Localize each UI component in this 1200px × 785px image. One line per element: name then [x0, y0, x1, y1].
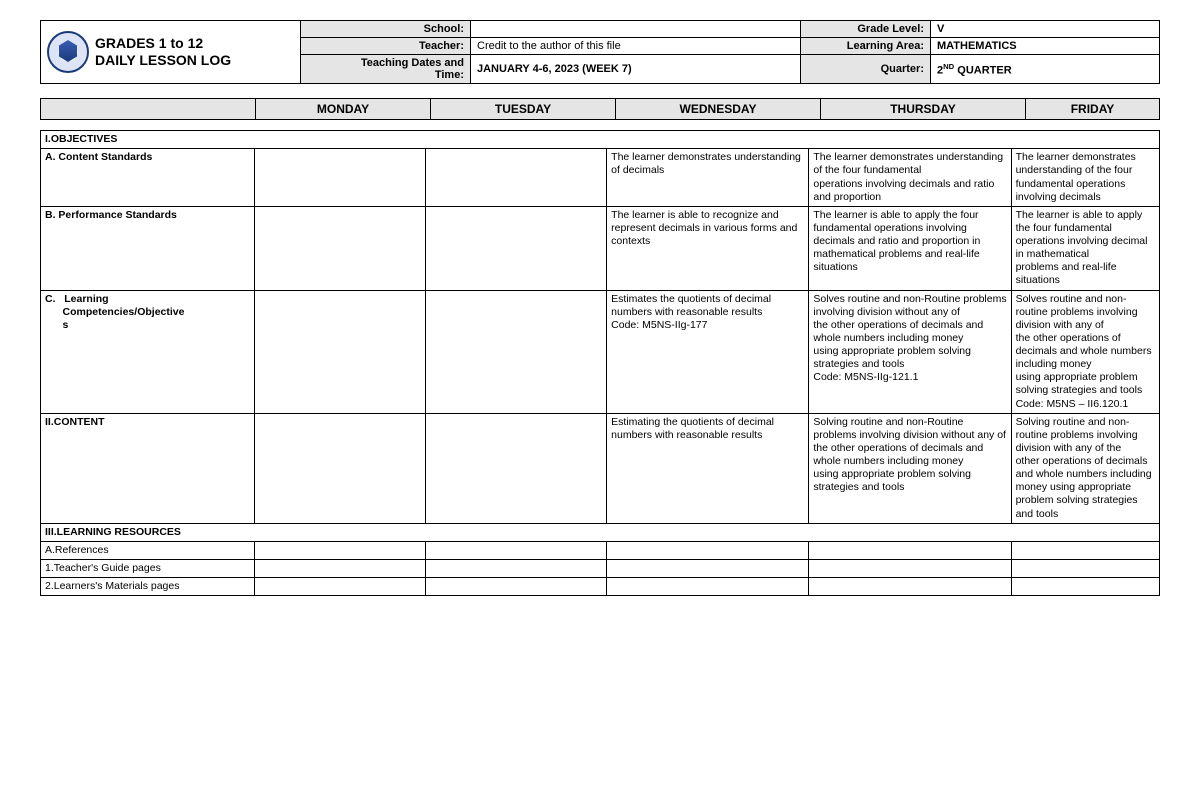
label-references: A.References [41, 541, 255, 559]
row-content-standards: A. Content Standards The learner demonst… [41, 149, 1160, 207]
row-learners-materials: 2.Learners's Materials pages [41, 578, 1160, 596]
header-table: GRADES 1 to 12 DAILY LESSON LOG School: … [40, 20, 1160, 84]
section-resources: III.LEARNING RESOURCES [41, 523, 1160, 541]
label-c: C. Learning Competencies/Objective s [41, 290, 255, 413]
a-wed: The learner demonstrates understanding o… [607, 149, 809, 207]
label-lm: 2.Learners's Materials pages [41, 578, 255, 596]
label-quarter: Quarter: [801, 55, 931, 84]
lm-mon [254, 578, 425, 596]
c-tue [425, 290, 606, 413]
value-quarter: 2ND QUARTER [931, 55, 1160, 84]
a-mon [254, 149, 425, 207]
tg-mon [254, 559, 425, 577]
title-line2: DAILY LESSON LOG [95, 52, 231, 68]
value-teacher: Credit to the author of this file [471, 38, 801, 55]
day-monday: MONDAY [256, 99, 431, 120]
day-wednesday: WEDNESDAY [616, 99, 821, 120]
title-line1: GRADES 1 to 12 [95, 35, 203, 51]
content-fri: Solving routine and non-routine problems… [1011, 413, 1159, 523]
label-teacher: Teacher: [301, 38, 471, 55]
main-table: I.OBJECTIVES A. Content Standards The le… [40, 130, 1160, 596]
document-title: GRADES 1 to 12 DAILY LESSON LOG [95, 35, 231, 69]
b-tue [425, 206, 606, 290]
tg-thu [809, 559, 1011, 577]
content-mon [254, 413, 425, 523]
section-objectives: I.OBJECTIVES [41, 131, 1160, 149]
deped-logo [47, 31, 89, 73]
content-wed: Estimating the quotients of decimal numb… [607, 413, 809, 523]
c-fri: Solves routine and non-routine problems … [1011, 290, 1159, 413]
day-thursday: THURSDAY [821, 99, 1026, 120]
b-fri: The learner is able to apply the four fu… [1011, 206, 1159, 290]
logo-title-cell: GRADES 1 to 12 DAILY LESSON LOG [41, 21, 301, 84]
b-thu: The learner is able to apply the four fu… [809, 206, 1011, 290]
value-grade: V [931, 21, 1160, 38]
c-mon [254, 290, 425, 413]
tg-fri [1011, 559, 1159, 577]
label-area: Learning Area: [801, 38, 931, 55]
label-school: School: [301, 21, 471, 38]
days-table: MONDAY TUESDAY WEDNESDAY THURSDAY FRIDAY [40, 98, 1160, 120]
label-tg: 1.Teacher's Guide pages [41, 559, 255, 577]
value-school [471, 21, 801, 38]
value-dates: JANUARY 4-6, 2023 (WEEK 7) [471, 55, 801, 84]
c-wed: Estimates the quotients of decimal numbe… [607, 290, 809, 413]
label-dates: Teaching Dates andTime: [301, 55, 471, 84]
refs-mon [254, 541, 425, 559]
b-wed: The learner is able to recognize and rep… [607, 206, 809, 290]
label-grade: Grade Level: [801, 21, 931, 38]
content-tue [425, 413, 606, 523]
tg-wed [607, 559, 809, 577]
content-thu: Solving routine and non-Routine problems… [809, 413, 1011, 523]
refs-tue [425, 541, 606, 559]
days-blank [41, 99, 256, 120]
row-performance-standards: B. Performance Standards The learner is … [41, 206, 1160, 290]
label-a: A. Content Standards [41, 149, 255, 207]
section-content: II.CONTENT [41, 413, 255, 523]
lm-thu [809, 578, 1011, 596]
tg-tue [425, 559, 606, 577]
day-friday: FRIDAY [1026, 99, 1160, 120]
a-fri: The learner demonstrates understanding o… [1011, 149, 1159, 207]
row-teachers-guide: 1.Teacher's Guide pages [41, 559, 1160, 577]
day-tuesday: TUESDAY [431, 99, 616, 120]
row-learning-competencies: C. Learning Competencies/Objective s Est… [41, 290, 1160, 413]
a-thu: The learner demonstrates understanding o… [809, 149, 1011, 207]
lm-tue [425, 578, 606, 596]
b-mon [254, 206, 425, 290]
refs-thu [809, 541, 1011, 559]
refs-fri [1011, 541, 1159, 559]
lm-fri [1011, 578, 1159, 596]
lm-wed [607, 578, 809, 596]
row-content: II.CONTENT Estimating the quotients of d… [41, 413, 1160, 523]
value-area: MATHEMATICS [931, 38, 1160, 55]
row-references: A.References [41, 541, 1160, 559]
label-b: B. Performance Standards [41, 206, 255, 290]
c-thu: Solves routine and non-Routine problems … [809, 290, 1011, 413]
a-tue [425, 149, 606, 207]
refs-wed [607, 541, 809, 559]
